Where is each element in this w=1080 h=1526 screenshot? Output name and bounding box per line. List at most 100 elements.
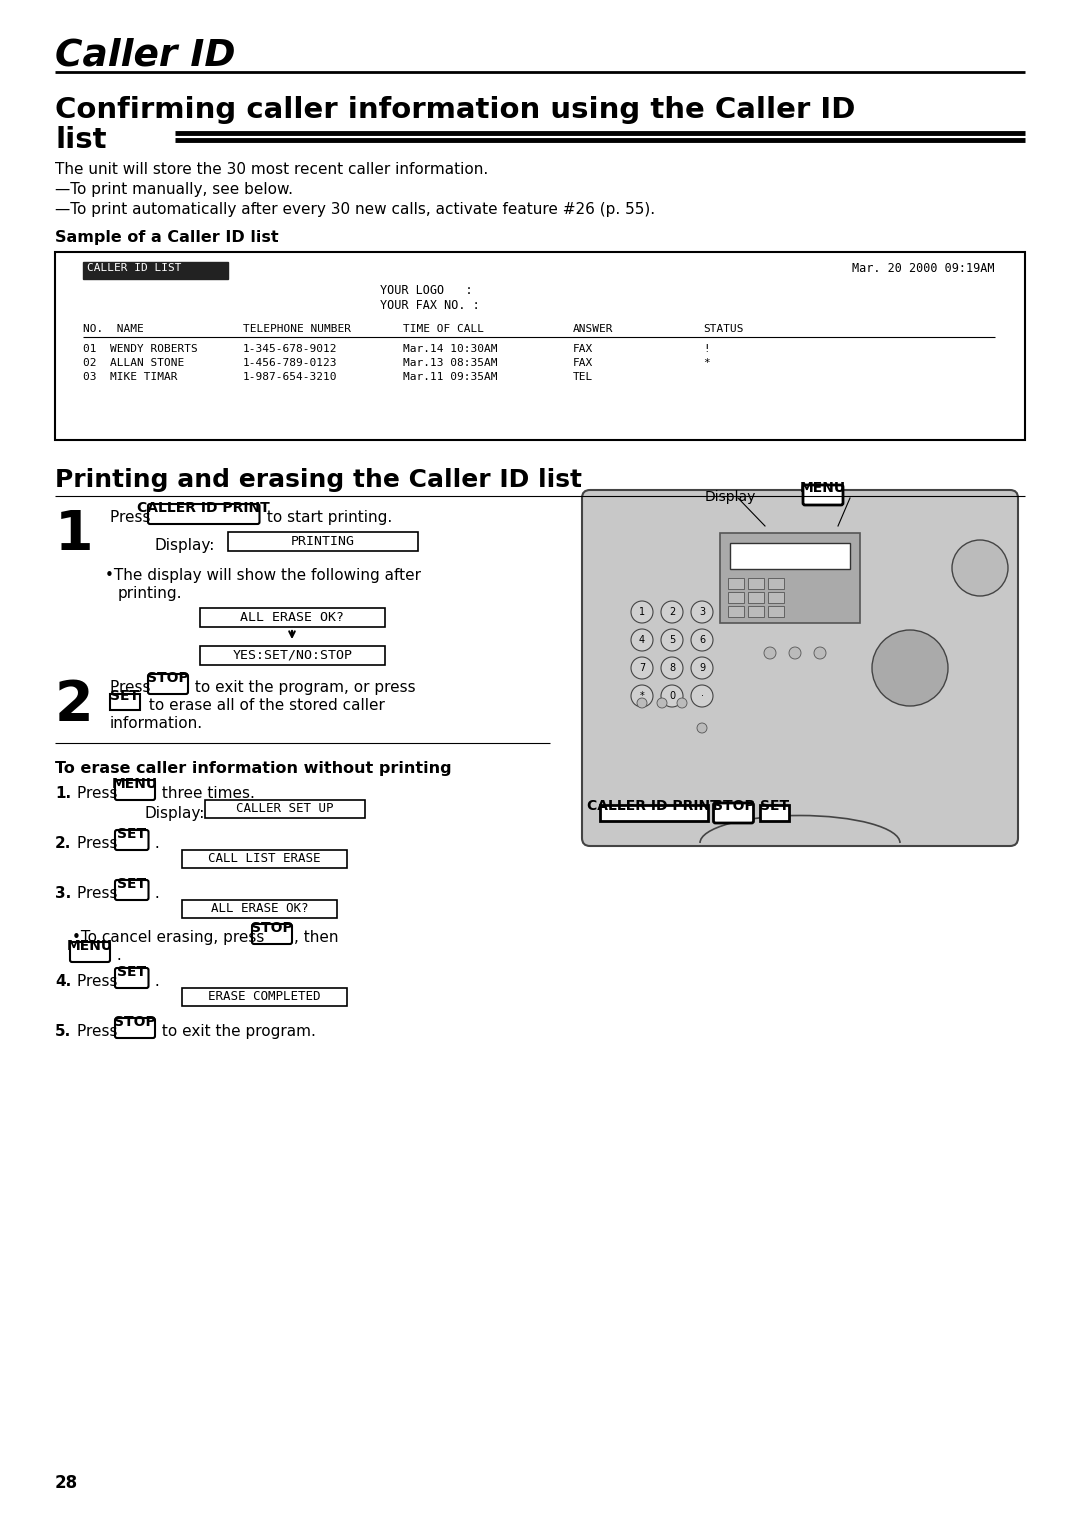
Text: •To cancel erasing, press: •To cancel erasing, press [72, 929, 269, 945]
Circle shape [631, 685, 653, 707]
Text: ALL ERASE OK?: ALL ERASE OK? [211, 902, 308, 916]
Bar [228, 533, 418, 551]
Text: The unit will store the 30 most recent caller information.: The unit will store the 30 most recent c… [55, 162, 488, 177]
Text: MENU: MENU [67, 938, 113, 952]
Text: to erase all of the stored caller: to erase all of the stored caller [144, 697, 384, 713]
Text: .: . [112, 948, 122, 963]
Text: SET: SET [759, 800, 788, 813]
Text: 1: 1 [639, 607, 645, 617]
Text: Mar.11 09:35AM: Mar.11 09:35AM [403, 372, 498, 382]
Text: Printing and erasing the Caller ID list: Printing and erasing the Caller ID list [55, 468, 582, 491]
Text: Mar.14 10:30AM: Mar.14 10:30AM [403, 343, 498, 354]
Text: Mar.13 08:35AM: Mar.13 08:35AM [403, 359, 498, 368]
Text: 1: 1 [55, 508, 94, 562]
Text: Display:: Display: [145, 806, 205, 821]
Text: SET: SET [118, 827, 146, 841]
Text: Press: Press [77, 887, 122, 900]
Text: CALLER ID LIST: CALLER ID LIST [87, 262, 181, 273]
Text: 01  WENDY ROBERTS: 01 WENDY ROBERTS [83, 343, 198, 354]
Circle shape [872, 630, 948, 707]
FancyBboxPatch shape [114, 1018, 156, 1038]
Circle shape [661, 685, 683, 707]
Text: 1-345-678-9012: 1-345-678-9012 [243, 343, 337, 354]
Text: Press: Press [77, 836, 122, 852]
Text: 1-456-789-0123: 1-456-789-0123 [243, 359, 337, 368]
Text: TEL: TEL [573, 372, 593, 382]
Text: .: . [150, 974, 160, 989]
Text: Press: Press [110, 681, 156, 694]
Bar [110, 694, 139, 710]
Text: *: * [639, 691, 645, 700]
Text: Press: Press [77, 786, 122, 801]
Text: 5: 5 [669, 635, 675, 645]
FancyBboxPatch shape [148, 674, 188, 694]
Text: STOP: STOP [114, 1015, 156, 1029]
Bar [83, 262, 228, 279]
Text: CALLER ID PRINT: CALLER ID PRINT [137, 501, 270, 514]
Text: ANSWER: ANSWER [573, 324, 613, 334]
Text: 1-987-654-3210: 1-987-654-3210 [243, 372, 337, 382]
Bar [759, 806, 789, 821]
Text: FAX: FAX [573, 343, 593, 354]
Text: Press: Press [77, 1024, 122, 1039]
Text: STOP: STOP [147, 670, 189, 685]
Circle shape [631, 601, 653, 623]
Text: printing.: printing. [118, 586, 183, 601]
Text: YOUR FAX NO. :: YOUR FAX NO. : [380, 299, 480, 311]
Text: CALLER ID PRINT: CALLER ID PRINT [588, 800, 720, 813]
FancyBboxPatch shape [114, 830, 149, 850]
Text: 4: 4 [639, 635, 645, 645]
Bar [748, 606, 764, 617]
Text: ·: · [701, 691, 703, 700]
Text: , then: , then [294, 929, 338, 945]
Text: CALLER SET UP: CALLER SET UP [237, 803, 334, 815]
Text: 7: 7 [639, 662, 645, 673]
Circle shape [631, 629, 653, 652]
Text: 8: 8 [669, 662, 675, 673]
Text: 3.: 3. [55, 887, 71, 900]
Text: .: . [150, 887, 160, 900]
Text: YOUR LOGO   :: YOUR LOGO : [380, 284, 473, 298]
Circle shape [637, 697, 647, 708]
Text: YES:SET/NO:STOP: YES:SET/NO:STOP [232, 649, 352, 662]
Bar [728, 592, 744, 603]
Text: 3: 3 [699, 607, 705, 617]
Text: *: * [703, 359, 710, 368]
Bar [205, 800, 365, 818]
Bar [183, 987, 347, 1006]
Circle shape [764, 647, 777, 659]
Bar [748, 578, 764, 589]
Text: three times.: three times. [157, 786, 255, 801]
Circle shape [789, 647, 801, 659]
Text: Confirming caller information using the Caller ID: Confirming caller information using the … [55, 96, 855, 124]
Text: ERASE COMPLETED: ERASE COMPLETED [208, 990, 321, 1004]
Circle shape [697, 723, 707, 732]
Bar [728, 578, 744, 589]
Text: Mar. 20 2000 09:19AM: Mar. 20 2000 09:19AM [852, 262, 995, 275]
Bar [768, 606, 784, 617]
Text: STOP: STOP [713, 800, 754, 813]
Text: STOP: STOP [252, 920, 293, 934]
Text: 02  ALLAN STONE: 02 ALLAN STONE [83, 359, 185, 368]
FancyBboxPatch shape [114, 780, 156, 800]
Text: 6: 6 [699, 635, 705, 645]
Text: FAX: FAX [573, 359, 593, 368]
FancyBboxPatch shape [582, 490, 1018, 845]
Text: CALL LIST ERASE: CALL LIST ERASE [208, 853, 321, 865]
Circle shape [691, 685, 713, 707]
Bar [730, 543, 850, 569]
Text: —To print manually, see below.: —To print manually, see below. [55, 182, 293, 197]
Text: STATUS: STATUS [703, 324, 743, 334]
Text: •The display will show the following after: •The display will show the following aft… [105, 568, 421, 583]
FancyBboxPatch shape [714, 803, 754, 823]
Circle shape [691, 658, 713, 679]
Text: SET: SET [118, 964, 146, 978]
Text: to exit the program, or press: to exit the program, or press [190, 681, 416, 694]
Text: .: . [150, 836, 160, 852]
Text: Caller ID: Caller ID [55, 38, 235, 73]
Circle shape [661, 658, 683, 679]
Text: 1.: 1. [55, 786, 71, 801]
Text: MENU: MENU [112, 777, 158, 790]
Text: 03  MIKE TIMAR: 03 MIKE TIMAR [83, 372, 177, 382]
FancyBboxPatch shape [148, 504, 259, 523]
